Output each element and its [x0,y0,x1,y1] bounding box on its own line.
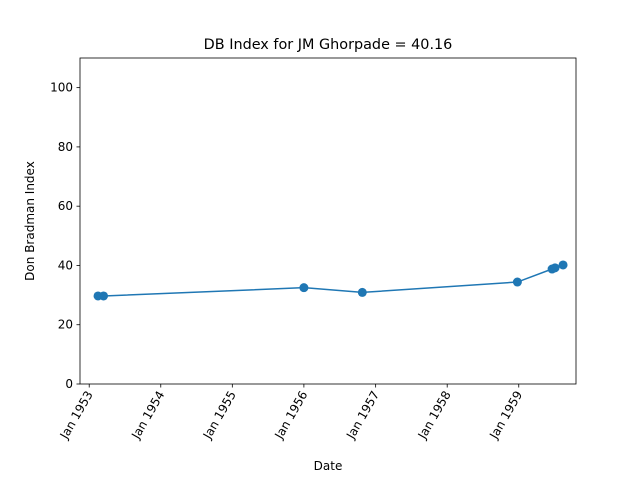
x-axis-label: Date [314,459,343,473]
data-point [558,260,568,270]
y-tick-label: 80 [58,140,73,154]
y-tick-label: 100 [50,81,73,95]
data-point [357,287,367,297]
chart-title: DB Index for JM Ghorpade = 40.16 [204,37,453,53]
y-tick-label: 0 [65,377,73,391]
y-tick-label: 60 [58,199,73,213]
data-point [99,291,109,301]
axes-frame [79,57,577,385]
y-axis-label: Don Bradman Index [23,161,37,281]
data-point [512,277,522,287]
y-tick-label: 20 [58,318,73,332]
data-point [299,283,309,293]
y-tick-label: 40 [58,258,73,272]
data-point [550,263,560,273]
